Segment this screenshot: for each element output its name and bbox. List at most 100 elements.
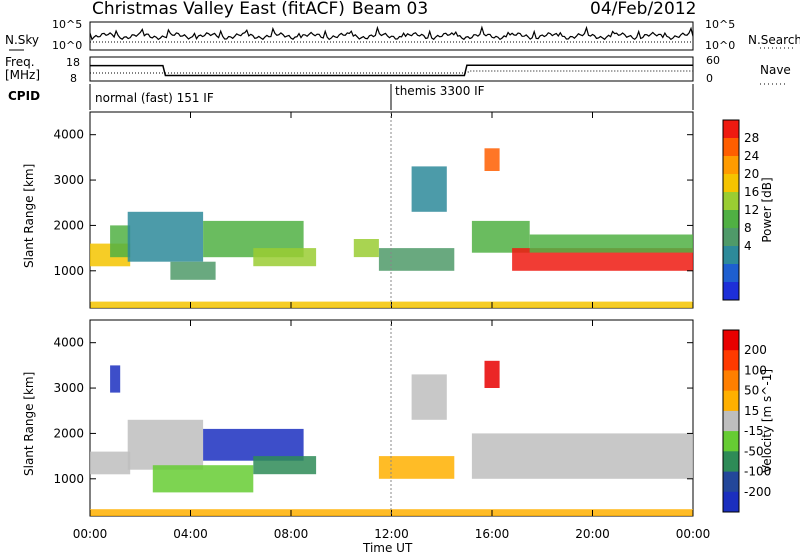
scatter-region-6	[378, 456, 455, 479]
power-y-label: Slant Range [km]	[22, 164, 36, 268]
scatter-region-6	[378, 248, 455, 271]
cpid-mode-1: normal (fast) 151 IF	[95, 91, 214, 105]
colorbar-swatch-3	[723, 390, 739, 412]
beam-label: Beam 03	[352, 0, 428, 19]
y-tick-label-3: 4000	[53, 128, 84, 142]
scatter-region-3	[152, 465, 254, 493]
x-tick-label-0: 00:00	[73, 527, 108, 541]
colorbar-swatch-8	[723, 491, 739, 513]
station-title: Christmas Valley East (fitACF)	[92, 0, 345, 19]
cpid-panel: CPID normal (fast) 151 IF themis 3300 IF	[8, 84, 694, 110]
colorbar-swatch-2	[723, 156, 739, 175]
scatter-region-11	[512, 248, 693, 271]
x-axis-label: Time UT	[362, 541, 413, 554]
nave-tick-bottom: 0	[706, 72, 713, 85]
colorbar-label: Velocity [m s^-1]	[760, 369, 774, 473]
nave-line	[90, 70, 693, 74]
noise-left-tick-bottom: 10^0	[52, 39, 82, 52]
colorbar-swatch-0	[723, 330, 739, 351]
colorbar-tick-4: 12	[744, 203, 759, 217]
colorbar-swatch-4	[723, 410, 739, 432]
cpid-label: CPID	[8, 89, 40, 103]
scatter-region-7	[411, 374, 447, 420]
colorbar-swatch-2	[723, 370, 739, 392]
y-tick-label-2: 3000	[53, 381, 84, 395]
colorbar-tick-4: -15	[744, 424, 764, 438]
scatter-region-9	[471, 433, 693, 479]
y-tick-label-3: 4000	[53, 336, 84, 350]
colorbar-tick-7: -200	[744, 485, 771, 499]
y-tick-label-0: 1000	[53, 264, 84, 278]
velocity-x-ticks	[89, 320, 694, 516]
scatter-region-9	[484, 148, 500, 171]
noise-right-label: N.Search	[748, 33, 800, 47]
freq-tick-top: 18	[66, 56, 80, 69]
velocity-y-label: Slant Range [km]	[22, 372, 36, 476]
date-label: 04/Feb/2012	[590, 0, 696, 19]
time-axis-labels: 00:00 04:00 08:00 12:00 16:00 20:00 00:00	[73, 527, 711, 541]
colorbar-tick-5: -50	[744, 444, 764, 458]
x-tick-label-4: 16:00	[475, 527, 510, 541]
scatter-region-1	[110, 225, 131, 258]
scatter-region-8	[484, 360, 500, 388]
colorbar-tick-2: 50	[744, 384, 759, 398]
power-colorbar: 28 24 20 16 12 8 4 Power [dB]	[722, 119, 774, 301]
scatter-region-5	[253, 456, 317, 475]
velocity-panel: 1000 2000 3000 4000 Slant Range [km]	[22, 319, 694, 517]
cpid-mode-2: themis 3300 IF	[395, 84, 485, 98]
frequency-panel: Freq. [MHz] 18 8 60 0 Nave	[5, 54, 791, 85]
freq-panel-frame	[89, 56, 694, 82]
noise-series	[89, 25, 694, 41]
x-tick-label-3: 12:00	[374, 527, 409, 541]
scatter-region-7	[353, 239, 379, 258]
colorbar-swatch-4	[723, 192, 739, 211]
velocity-y-ticks: 1000 2000 3000 4000	[53, 336, 693, 486]
colorbar-swatch-1	[723, 138, 739, 157]
x-tick-label-6: 00:00	[676, 527, 711, 541]
nave-tick-top: 60	[706, 54, 720, 67]
colorbar-tick-6: -100	[744, 465, 771, 479]
colorbar-tick-5: 8	[744, 221, 752, 235]
scatter-region-1	[110, 365, 121, 393]
scatter-region-12	[529, 234, 693, 253]
colorbar-swatch-5	[723, 210, 739, 229]
frequency-line	[90, 64, 693, 77]
colorbar-tick-2: 20	[744, 167, 759, 181]
scatter-region-0	[90, 451, 131, 475]
noise-panel: N.Sky N.Search 10^5 10^0 10^5 10^0	[5, 18, 800, 52]
noise-left-tick-top: 10^5	[52, 18, 82, 31]
colorbar-swatch-1	[723, 350, 739, 371]
colorbar-swatch-5	[723, 431, 739, 452]
noise-right-tick-top: 10^5	[705, 18, 735, 31]
colorbar-swatch-6	[723, 228, 739, 247]
scatter-region-10	[471, 220, 530, 253]
colorbar-label: Power [dB]	[760, 177, 774, 242]
noise-left-label: N.Sky	[5, 33, 39, 47]
colorbar-tick-6: 4	[744, 239, 752, 253]
colorbar-swatch-9	[723, 282, 739, 301]
scatter-region-5	[253, 248, 317, 267]
colorbar-tick-3: 16	[744, 185, 759, 199]
scatter-region-2	[127, 211, 204, 262]
colorbar-swatch-8	[723, 264, 739, 283]
y-tick-label-1: 2000	[53, 218, 84, 232]
scatter-region-8	[411, 166, 447, 212]
power-panel: 1000 2000 3000 4000 Slant Range [km]	[22, 111, 694, 309]
colorbar-tick-0: 28	[744, 131, 759, 145]
noise-trace	[89, 25, 694, 43]
y-tick-label-2: 3000	[53, 173, 84, 187]
x-tick-label-2: 08:00	[274, 527, 309, 541]
freq-tick-bottom: 8	[70, 72, 77, 85]
colorbar-tick-1: 100	[744, 363, 767, 377]
y-tick-label-0: 1000	[53, 472, 84, 486]
scatter-region-2	[127, 419, 204, 470]
scatter-region-3	[170, 261, 216, 280]
x-tick-label-1: 04:00	[173, 527, 208, 541]
x-tick-label-5: 20:00	[575, 527, 610, 541]
noise-right-tick-bottom: 10^0	[705, 39, 735, 52]
velocity-colorbar: 200 100 50 15 -15 -50 -100 -200 Velocity [m s^-1…	[722, 329, 774, 513]
colorbar-frame	[722, 119, 740, 301]
power-y-ticks: 1000 2000 3000 4000	[53, 128, 693, 278]
